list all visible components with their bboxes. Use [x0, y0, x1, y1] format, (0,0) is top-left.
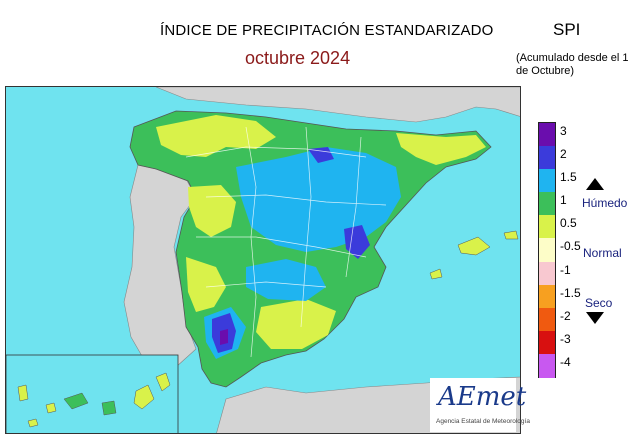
- dry-label: Seco: [585, 296, 613, 310]
- legend-swatch: [539, 284, 555, 309]
- canary-grancanaria: [101, 400, 117, 416]
- legend-tick-label: 2: [560, 147, 567, 162]
- balearic-menorca: [503, 230, 519, 240]
- legend-swatch: [539, 215, 555, 240]
- legend-swatch: [539, 261, 555, 286]
- arrow-down-icon: [586, 312, 604, 324]
- spi-patch-yellow-ne: [396, 133, 486, 165]
- map-period: octubre 2024: [245, 48, 351, 68]
- province-borders: [185, 126, 387, 358]
- map-title: ÍNDICE DE PRECIPITACIÓN ESTANDARIZADO: [160, 22, 494, 39]
- legend-tick-label: -3: [560, 331, 571, 346]
- legend-tick-label: -2: [560, 308, 571, 323]
- legend-tick-label: 1: [560, 193, 567, 208]
- wet-label: Húmedo: [582, 196, 628, 210]
- legend-tick-label: 0.5: [560, 216, 577, 231]
- spi-patch-purple: [220, 329, 228, 345]
- arrow-up-icon: [586, 178, 604, 190]
- accumulation-note: (Acumulado desde el 1 de Octubre): [516, 52, 629, 77]
- legend-tick-label: 1.5: [560, 170, 577, 185]
- legend-tick-label: 3: [560, 124, 567, 138]
- legend-tick-label: -1.5: [560, 285, 581, 300]
- legend-colorbar: [538, 122, 556, 378]
- canary-fuerteventura: [133, 384, 155, 410]
- map-canvas: [6, 87, 520, 433]
- canary-hierro: [27, 418, 39, 428]
- canary-lapalma: [17, 384, 29, 402]
- index-name: SPI: [553, 20, 581, 39]
- legend-swatch: [539, 192, 555, 217]
- france-land: [155, 87, 520, 123]
- legend-tick-label: -4: [560, 354, 571, 369]
- spi-patch-yellow-west: [188, 185, 236, 237]
- spi-patch-yellow-sw: [186, 257, 226, 312]
- balearic-mallorca: [457, 236, 491, 256]
- spi-patch-yellow-south: [256, 299, 336, 349]
- normal-label: Normal: [583, 246, 622, 260]
- legend-swatch: [539, 238, 555, 263]
- spi-patch-blue-madrid: [308, 147, 334, 163]
- spi-map: [5, 86, 521, 434]
- logo-subtitle: Agencia Estatal de Meteorología: [436, 418, 530, 425]
- legend-swatch: [539, 123, 555, 147]
- legend-swatch: [539, 307, 555, 332]
- legend-swatch: [539, 353, 555, 378]
- aemet-logo: AEmet Agencia Estatal de Meteorología: [430, 378, 530, 432]
- legend-swatch: [539, 169, 555, 194]
- canary-lagomera: [45, 402, 57, 414]
- legend-swatch: [539, 330, 555, 355]
- canary-tenerife: [63, 392, 89, 410]
- legend-tick-label: -0.5: [560, 239, 581, 254]
- canary-lanzarote: [155, 372, 171, 392]
- legend-swatch: [539, 146, 555, 171]
- logo-wordmark: AEmet: [438, 382, 527, 412]
- spi-patch-blue-valencia: [344, 225, 370, 259]
- spi-patch-yellow-north: [156, 115, 276, 157]
- spi-patch-cyan-south: [246, 259, 326, 301]
- balearic-ibiza: [429, 268, 443, 280]
- legend-tick-label: -1: [560, 262, 571, 277]
